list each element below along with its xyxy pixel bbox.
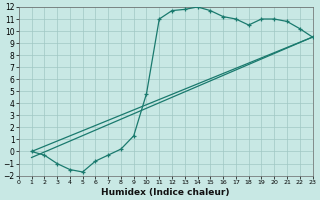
X-axis label: Humidex (Indice chaleur): Humidex (Indice chaleur)	[101, 188, 230, 197]
